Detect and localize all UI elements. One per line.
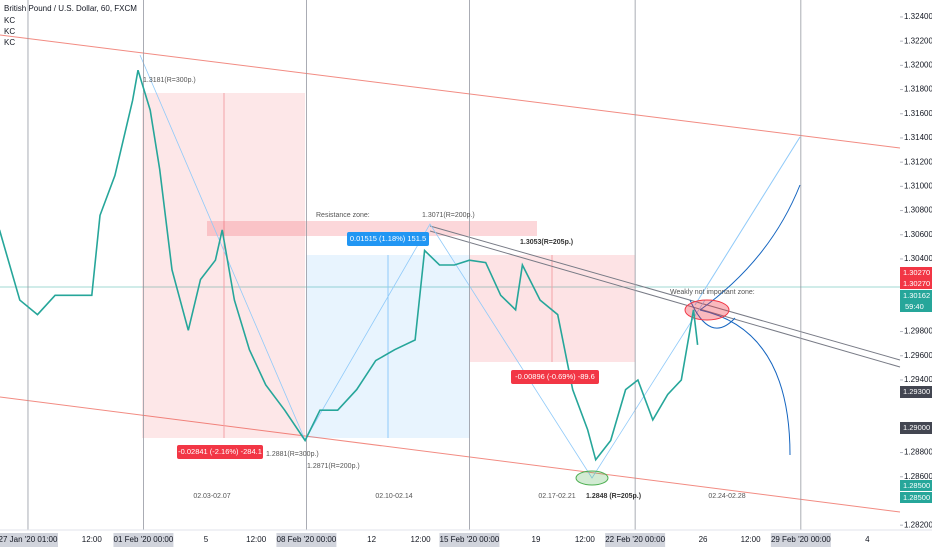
y-tick-label: 1.31600 [904, 109, 932, 118]
annotation: 1.2848 (R=205p.) [586, 493, 641, 500]
trend-line [429, 230, 901, 368]
annotation: 02.03-02.07 [193, 493, 230, 500]
annotation: 0.01515 (1.18%) 151.5 [350, 234, 426, 243]
x-tick-label: 12 [367, 535, 376, 544]
x-tick-label: 4 [865, 535, 870, 544]
x-tick-label: 19 [532, 535, 541, 544]
trend-line [429, 225, 901, 361]
price-tag [900, 480, 932, 491]
price-tag [900, 492, 932, 503]
y-tick-label: 1.31800 [904, 85, 932, 94]
x-tick-label: 01 Feb '20 00:00 [114, 535, 174, 544]
annotation: -0.02841 (-2.16%) -284.1 [178, 447, 262, 456]
y-tick-label: 1.29800 [904, 327, 932, 336]
price-label: 1.30270 [903, 268, 930, 277]
low-ellipse [575, 470, 609, 486]
indicator: KC [4, 38, 15, 47]
x-tick-label: 15 Feb '20 00:00 [440, 535, 500, 544]
price-label: 1.28500 [903, 481, 930, 490]
projection-curve [689, 299, 736, 329]
label-bg [511, 370, 599, 384]
indicator: KC [4, 27, 15, 36]
price-tag [900, 278, 932, 289]
label-bg [347, 232, 429, 246]
x-tick-label: 5 [204, 535, 209, 544]
countdown: 59:40 [905, 302, 924, 311]
x-tick-label: 22 Feb '20 00:00 [605, 535, 665, 544]
y-tick-label: 1.31200 [904, 157, 932, 166]
y-tick-label: 1.28200 [904, 520, 932, 529]
y-tick-label: 1.32400 [904, 12, 932, 21]
zone-ellipse [684, 299, 730, 321]
x-tick-label: 12:00 [82, 535, 103, 544]
annotation: 02.10-02.14 [375, 493, 412, 500]
x-tick-bg [770, 533, 831, 547]
wave-line [139, 54, 706, 479]
plot [0, 0, 802, 530]
projection [694, 136, 801, 306]
price-tag [900, 290, 932, 312]
price-label: 1.30162 [903, 291, 930, 300]
annotation: 02.24-02.28 [708, 493, 745, 500]
chart-title: British Pound / U.S. Dollar, 60, FXCM [4, 4, 137, 13]
y-tick-label: 1.30400 [904, 254, 932, 263]
x-tick-bg [0, 533, 58, 547]
indicator: KC [4, 16, 15, 25]
annotation: -0.00896 (-0.69%) -89.6 [515, 372, 595, 381]
price-label: 1.30270 [903, 279, 930, 288]
annotation: Weakly not important zone: [670, 289, 755, 296]
channel-bottom [0, 396, 901, 513]
y-tick-label: 1.30800 [904, 206, 932, 215]
x-tick-label: 12:00 [575, 535, 596, 544]
y-tick-label: 1.28800 [904, 448, 932, 457]
channel-top [0, 34, 901, 149]
annotation: 1.2881(R=300p.) [266, 451, 319, 458]
y-tick-label: 1.29600 [904, 351, 932, 360]
x-tick-label: 12:00 [246, 535, 267, 544]
y-tick-label: 1.31000 [904, 181, 932, 190]
y-tick-label: 1.32200 [904, 36, 932, 45]
annotation: 1.3053(R=205p.) [520, 239, 573, 246]
x-tick-label: 26 [699, 535, 708, 544]
price-tag [900, 386, 932, 398]
price-label: 1.29000 [903, 423, 930, 432]
y-tick-label: 1.31400 [904, 133, 932, 142]
price-tag [900, 267, 932, 278]
price-label: 1.29300 [903, 387, 930, 396]
projection-curve [699, 184, 801, 311]
annotation: 02.17-02.21 [538, 493, 575, 500]
label-bg [177, 445, 263, 459]
x-tick-bg [113, 533, 174, 547]
x-tick-label: 12:00 [411, 535, 432, 544]
annotation: Resistance zone: [316, 212, 370, 219]
x-tick-bg [276, 533, 337, 547]
y-tick-label: 1.32000 [904, 60, 932, 69]
x-tick-label: 29 Feb '20 00:00 [771, 535, 831, 544]
resistance-zone [207, 221, 537, 236]
x-tick-bg [605, 533, 666, 547]
x-tick-bg [439, 533, 500, 547]
y-tick-label: 1.30600 [904, 230, 932, 239]
price-label: 1.28500 [903, 493, 930, 502]
x-tick-label: 08 Feb '20 00:00 [277, 535, 337, 544]
x-tick-label: 27 Jan '20 01:00 [0, 535, 58, 544]
annotation: 1.3181(R=300p.) [143, 77, 196, 84]
x-tick-label: 12:00 [741, 535, 762, 544]
annotation: 1.2871(R=200p.) [307, 463, 360, 470]
price-tag [900, 422, 932, 434]
projection-curve [699, 309, 791, 456]
y-tick-label: 1.28600 [904, 472, 932, 481]
price-line [0, 69, 699, 462]
annotation: 1.3071(R=200p.) [422, 212, 475, 219]
y-tick-label: 1.29400 [904, 375, 932, 384]
